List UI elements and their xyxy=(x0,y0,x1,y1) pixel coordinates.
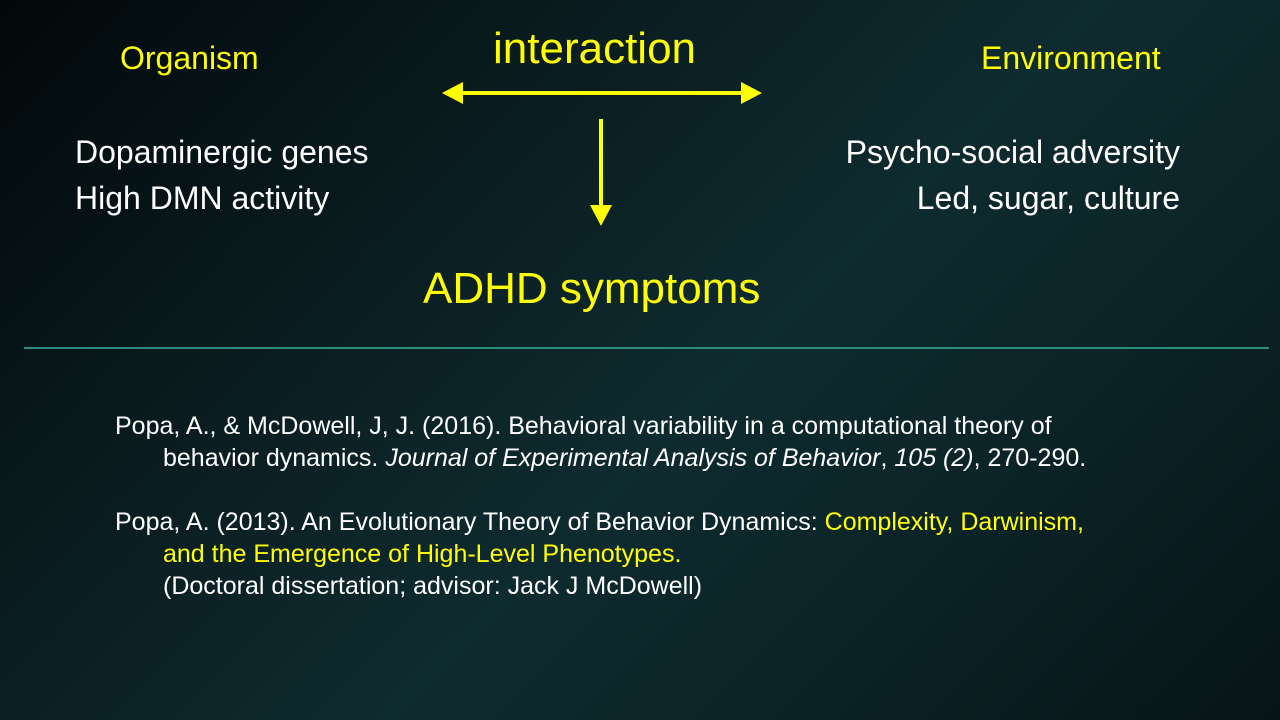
environment-factor-list: Psycho-social adversity Led, sugar, cult… xyxy=(846,129,1180,221)
double-arrow-icon xyxy=(442,82,762,104)
environment-factor: Led, sugar, culture xyxy=(916,180,1180,216)
down-arrow-icon xyxy=(590,119,612,226)
reference-line: Popa, A., & McDowell, J, J. (2016). Beha… xyxy=(115,412,1052,440)
dissertation-title: Complexity, Darwinism, xyxy=(824,508,1084,536)
reference-line: behavior dynamics. Journal of Experiment… xyxy=(115,442,1175,474)
journal-pages: , 270-290. xyxy=(973,444,1087,472)
outcome-label: ADHD symptoms xyxy=(423,264,761,313)
dissertation-title-cont: and the Emergence of High-Level Phenotyp… xyxy=(163,540,682,568)
organism-factor-list: Dopaminergic genes High DMN activity xyxy=(75,129,369,221)
reference-2013: Popa, A. (2013). An Evolutionary Theory … xyxy=(115,506,1175,602)
interaction-label: interaction xyxy=(493,24,697,73)
reference-text: Popa, A. (2013). An Evolutionary Theory … xyxy=(115,508,825,536)
organism-label: Organism xyxy=(120,40,259,76)
reference-sep: , xyxy=(880,444,895,472)
organism-factor: Dopaminergic genes xyxy=(75,134,369,170)
organism-factor: High DMN activity xyxy=(75,180,330,216)
environment-label: Environment xyxy=(981,40,1161,76)
dissertation-note: (Doctoral dissertation; advisor: Jack J … xyxy=(163,572,703,600)
environment-factor: Psycho-social adversity xyxy=(845,134,1180,170)
journal-volume: 105 (2) xyxy=(894,444,974,472)
journal-title: Journal of Experimental Analysis of Beha… xyxy=(385,444,881,472)
reference-text: behavior dynamics. xyxy=(163,444,386,472)
divider xyxy=(24,347,1269,349)
reference-2016: Popa, A., & McDowell, J, J. (2016). Beha… xyxy=(115,410,1175,474)
